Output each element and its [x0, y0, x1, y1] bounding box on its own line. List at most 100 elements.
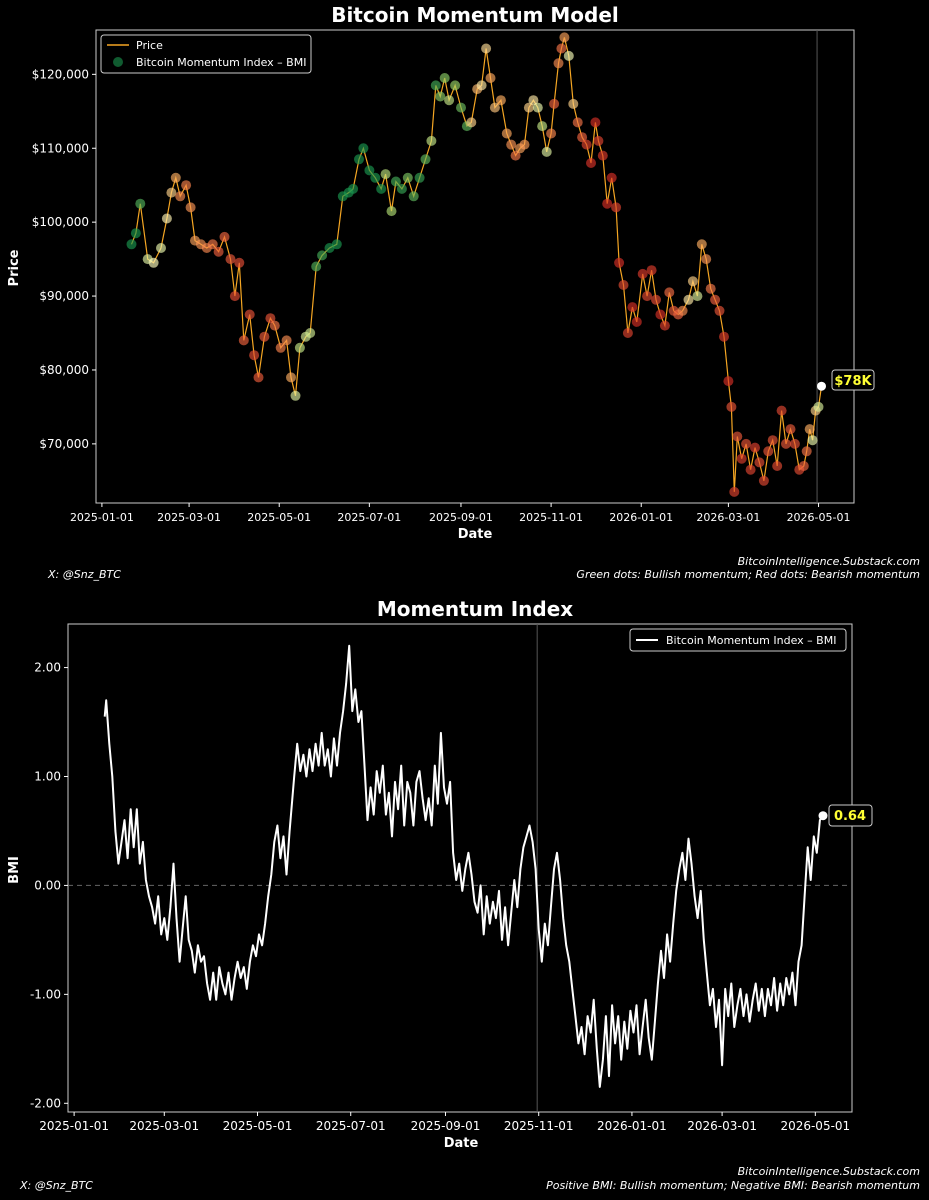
- price-bmi-dot: [402, 172, 413, 183]
- bmi-x-tick-label: 2025-03-01: [129, 1119, 199, 1133]
- price-bmi-dot: [456, 102, 466, 113]
- price-bmi-dot: [444, 95, 455, 106]
- price-x-tick-label: 2025-07-01: [337, 511, 401, 524]
- price-legend-box: [100, 34, 312, 74]
- bmi-plot-frame: [67, 623, 853, 1113]
- price-bmi-dot: [234, 257, 245, 268]
- price-callout: $78K: [831, 369, 875, 391]
- price-bmi-dot: [331, 239, 342, 250]
- bmi-y-axis-label: BMI: [7, 856, 22, 884]
- bmi-x-tick-label: 2025-07-01: [316, 1119, 386, 1133]
- price-bmi-dot: [481, 43, 492, 54]
- price-bmi-dot: [590, 117, 601, 128]
- price-bmi-dot: [414, 172, 425, 183]
- price-bmi-dot: [741, 438, 752, 449]
- price-bmi-dot: [642, 291, 653, 302]
- bmi-y-tick-label: 2.00: [34, 661, 61, 675]
- price-callout-label: $78K: [834, 374, 872, 389]
- price-bmi-dot: [265, 313, 276, 324]
- bmi-x-tick-label: 2025-09-01: [411, 1119, 481, 1133]
- price-bmi-dot: [489, 102, 500, 113]
- price-bmi-dot: [553, 58, 564, 69]
- price-chart-title: Bitcoin Momentum Model: [331, 3, 619, 27]
- price-bmi-dot: [185, 202, 196, 213]
- bmi-y-tick-label: 1.00: [34, 770, 61, 784]
- price-bmi-dot: [166, 187, 177, 198]
- bmi-line: [103, 644, 824, 1088]
- price-bmi-dot: [563, 50, 574, 61]
- price-bmi-dot: [537, 121, 548, 132]
- price-bmi-dot: [519, 139, 530, 150]
- price-bmi-dot: [386, 206, 397, 217]
- price-bmi-dot: [229, 291, 240, 302]
- price-plot-area: [95, 29, 855, 504]
- price-bmi-dot: [290, 390, 301, 401]
- bmi-x-tick-label: 2025-05-01: [223, 1119, 293, 1133]
- price-bmi-dot: [466, 117, 477, 128]
- bmi-legend-box: [629, 628, 847, 652]
- price-x-tick-label: 2026-03-01: [696, 511, 760, 524]
- price-bmi-dot: [161, 213, 172, 224]
- price-bmi-dot: [311, 261, 322, 272]
- bmi-y-tick-label: 0.00: [34, 878, 61, 892]
- bmi-x-tick-label: 2026-03-01: [687, 1119, 757, 1133]
- price-bmi-dot: [396, 183, 407, 194]
- price-bmi-dot: [450, 80, 461, 91]
- price-bmi-dot: [175, 191, 186, 202]
- price-bmi-dot: [532, 102, 543, 113]
- price-bmi-dot: [358, 143, 369, 154]
- price-bmi-dot: [631, 316, 642, 327]
- price-x-axis-label: Date: [458, 527, 493, 542]
- bmi-legend: Bitcoin Momentum Index – BMI: [629, 628, 847, 652]
- price-bmi-dot: [572, 117, 583, 128]
- price-bmi-dot: [244, 309, 255, 320]
- price-bmi-dot: [745, 464, 756, 475]
- top-footer-handle: X: @Snz_BTC: [47, 568, 121, 581]
- bottom-footer-site: BitcoinIntelligence.Substack.com: [738, 1165, 920, 1178]
- price-bmi-dot: [710, 294, 721, 305]
- price-bmi-dot: [286, 372, 296, 383]
- bottom-footer-handle: X: @Snz_BTC: [19, 1179, 93, 1192]
- price-bmi-dot: [789, 438, 800, 449]
- price-bmi-dot: [549, 98, 560, 109]
- bmi-x-tick-label: 2026-05-01: [780, 1119, 850, 1133]
- price-latest-point: [817, 381, 826, 391]
- price-bmi-dot: [305, 328, 316, 338]
- price-legend: Price Bitcoin Momentum Index – BMI: [100, 34, 312, 74]
- price-bmi-dot: [253, 372, 264, 383]
- price-bmi-dot: [130, 228, 141, 239]
- bmi-callout: 0.64: [828, 804, 873, 827]
- price-bmi-dot: [225, 254, 236, 265]
- price-bmi-dot: [659, 320, 670, 331]
- price-bmi-dot: [556, 43, 567, 54]
- price-bmi-dot: [126, 239, 137, 250]
- price-bmi-dot: [646, 265, 657, 276]
- price-bmi-dot: [495, 95, 506, 106]
- price-bmi-dot: [723, 376, 734, 387]
- price-bmi-dot: [219, 231, 230, 242]
- price-bmi-dot: [426, 135, 437, 146]
- bmi-x-axis-label: Date: [444, 1136, 479, 1151]
- price-bmi-dot: [294, 342, 305, 353]
- price-bmi-dot: [390, 176, 401, 187]
- price-bmi-dot: [614, 257, 625, 268]
- price-bmi-dot: [354, 154, 364, 165]
- price-bmi-dot: [683, 294, 694, 305]
- price-bmi-dot: [719, 331, 729, 342]
- price-bmi-dot: [238, 335, 249, 346]
- price-bmi-dot: [170, 172, 181, 183]
- price-bmi-dot: [714, 305, 725, 316]
- price-bmi-dot: [439, 73, 450, 83]
- bmi-x-tick-label: 2026-01-01: [597, 1119, 667, 1133]
- price-bmi-dot: [348, 183, 359, 194]
- price-bmi-dot: [528, 95, 539, 106]
- price-bmi-dot: [370, 172, 381, 183]
- price-bmi-dot: [259, 331, 270, 342]
- price-bmi-dot: [376, 183, 387, 194]
- price-bmi-dot: [692, 291, 703, 302]
- price-bmi-dot: [485, 73, 496, 83]
- bmi-callout-box: [828, 804, 873, 827]
- price-x-tick-label: 2025-11-01: [519, 511, 583, 524]
- price-bmi-dot: [772, 461, 783, 471]
